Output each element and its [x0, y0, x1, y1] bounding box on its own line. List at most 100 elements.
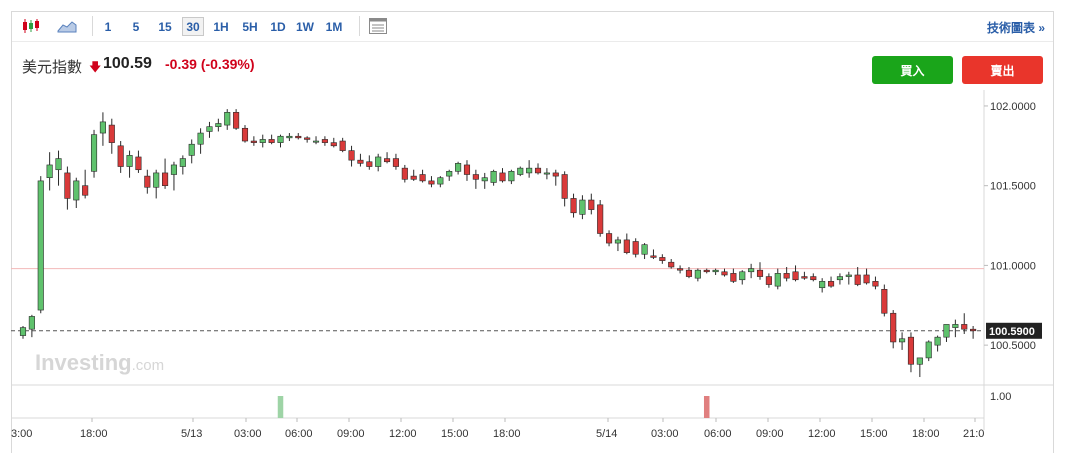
up-candle	[286, 135, 293, 139]
down-candle	[321, 139, 328, 143]
down-candle	[117, 145, 124, 167]
price-axis-label: 100.5000	[990, 340, 1036, 352]
up-candle	[899, 338, 906, 343]
up-candle	[952, 324, 959, 328]
up-candle	[28, 316, 35, 330]
down-candle	[233, 112, 240, 129]
up-candle	[614, 239, 621, 244]
up-candle	[641, 244, 648, 255]
down-candle	[970, 328, 977, 332]
down-candle	[162, 172, 169, 186]
time-axis-label: 03:00	[651, 428, 679, 440]
up-candle	[526, 167, 533, 174]
up-candle	[126, 155, 133, 167]
up-candle	[819, 281, 826, 289]
chart-widget: 1 5 15 30 1H 5H 1D 1W 1M 技術圖表 » 美元指數 🡇 100.59 -0…	[11, 11, 1054, 453]
up-candle	[916, 357, 923, 365]
up-candle	[259, 139, 266, 143]
down-candle	[597, 204, 604, 234]
down-candle	[623, 239, 630, 253]
up-candle	[925, 341, 932, 359]
up-candle	[774, 273, 781, 287]
down-candle	[721, 271, 728, 276]
up-candle	[206, 126, 213, 132]
up-candle	[543, 172, 550, 175]
time-axis-label: 18:00	[493, 428, 521, 440]
price-change-value: -0.39	[165, 56, 197, 72]
down-candle	[650, 255, 657, 258]
down-candle	[499, 172, 506, 182]
technical-chart-link[interactable]: 技術圖表 »	[986, 21, 1045, 35]
up-candle	[579, 199, 586, 215]
timeframe-30-button[interactable]: 30	[182, 17, 204, 36]
up-candle	[437, 177, 444, 185]
down-candle	[827, 281, 835, 287]
time-axis-label: 18:00	[912, 428, 940, 440]
price-change: -0.39 (-0.39%)	[165, 56, 255, 72]
down-candle	[907, 336, 915, 365]
up-candle	[19, 327, 27, 336]
time-axis-label: 03:00	[234, 428, 262, 440]
down-candle	[810, 276, 817, 281]
down-candle	[801, 276, 808, 279]
volume-axis-label: 1.00	[990, 391, 1011, 403]
up-candle	[517, 167, 524, 175]
down-candle	[854, 274, 861, 285]
down-candle	[961, 324, 968, 330]
timeframe-5h-button[interactable]: 5H	[242, 19, 258, 34]
down-candle	[534, 167, 542, 174]
up-candle	[99, 121, 106, 134]
timeframe-1h-button[interactable]: 1H	[213, 19, 229, 34]
down-candle	[339, 140, 346, 151]
timeframe-5-button[interactable]: 5	[132, 19, 140, 34]
down-candle	[384, 158, 391, 163]
down-candle	[570, 198, 577, 214]
up-candle	[312, 140, 320, 143]
time-axis-label: 09:00	[756, 428, 784, 440]
down-candle	[135, 156, 142, 171]
buy-button[interactable]: 買入	[872, 56, 953, 84]
up-candle	[446, 171, 453, 177]
up-candle	[490, 171, 497, 183]
area-chart-icon[interactable]	[56, 17, 78, 35]
down-candle	[357, 159, 364, 164]
down-candle	[632, 241, 639, 255]
up-candle	[375, 156, 382, 167]
toolbar-divider	[359, 16, 360, 36]
down-candle	[606, 233, 613, 244]
timeframe-1w-button[interactable]: 1W	[296, 19, 314, 34]
up-candle	[46, 164, 53, 179]
timeframe-1d-button[interactable]: 1D	[270, 19, 286, 34]
price-chart[interactable]: Investing.com 102.0000 101.5000 101.0000 100…	[11, 90, 1054, 453]
down-candle	[863, 274, 870, 284]
timeframe-1-button[interactable]: 1	[104, 19, 112, 34]
sell-button[interactable]: 賣出	[962, 56, 1043, 84]
up-candle	[748, 268, 755, 273]
down-candle	[419, 174, 426, 182]
down-candle	[472, 174, 479, 180]
up-candle	[836, 276, 843, 281]
up-candle	[455, 163, 462, 172]
up-candle	[508, 171, 515, 182]
timeframe-15-button[interactable]: 15	[158, 19, 172, 34]
last-price: 100.59	[103, 55, 152, 72]
up-candle	[37, 180, 44, 311]
chart-settings-icon[interactable]	[367, 17, 389, 35]
instrument-header: 美元指數 🡇 100.59 -0.39 (-0.39%) 買入 賣出	[12, 41, 1053, 87]
candlestick-chart-icon[interactable]	[20, 17, 42, 35]
up-candle	[90, 134, 98, 172]
up-candle	[188, 143, 195, 156]
up-candle	[481, 177, 488, 182]
price-change-percent: (-0.39%)	[200, 56, 255, 72]
time-axis-label: 3:00	[11, 428, 32, 440]
time-axis-label: 12:00	[389, 428, 417, 440]
down-candle	[756, 269, 764, 277]
timeframe-1m-button[interactable]: 1M	[325, 19, 343, 34]
down-candle	[890, 312, 897, 343]
up-candle	[170, 164, 178, 175]
volume-bar	[703, 396, 710, 418]
down-candle	[348, 150, 355, 161]
volume-bar	[277, 396, 284, 418]
up-candle	[739, 271, 746, 281]
down-candle	[765, 276, 772, 285]
